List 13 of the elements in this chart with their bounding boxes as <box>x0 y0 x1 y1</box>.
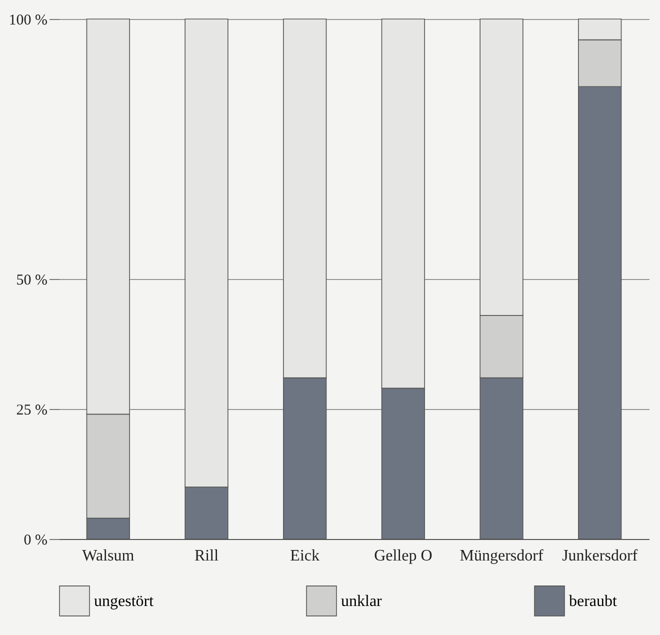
x-tick-label: Junkersdorf <box>562 548 638 564</box>
x-tick-label: Müngersdorf <box>460 548 544 564</box>
y-tick-label: 25 % <box>16 402 48 418</box>
y-tick-label: 50 % <box>16 272 48 288</box>
x-tick-label: Walsum <box>82 548 135 564</box>
x-tick-label: Eick <box>290 548 320 564</box>
x-tick-label: Gellep O <box>374 548 432 564</box>
x-tick-label: Rill <box>194 548 220 564</box>
y-tick-label: 0 % <box>24 532 48 548</box>
y-tick-label: 100 % <box>8 12 48 28</box>
legend-label: beraubt <box>569 592 618 610</box>
legend-label: unklar <box>341 592 383 610</box>
legend-label: ungestört <box>94 592 154 610</box>
